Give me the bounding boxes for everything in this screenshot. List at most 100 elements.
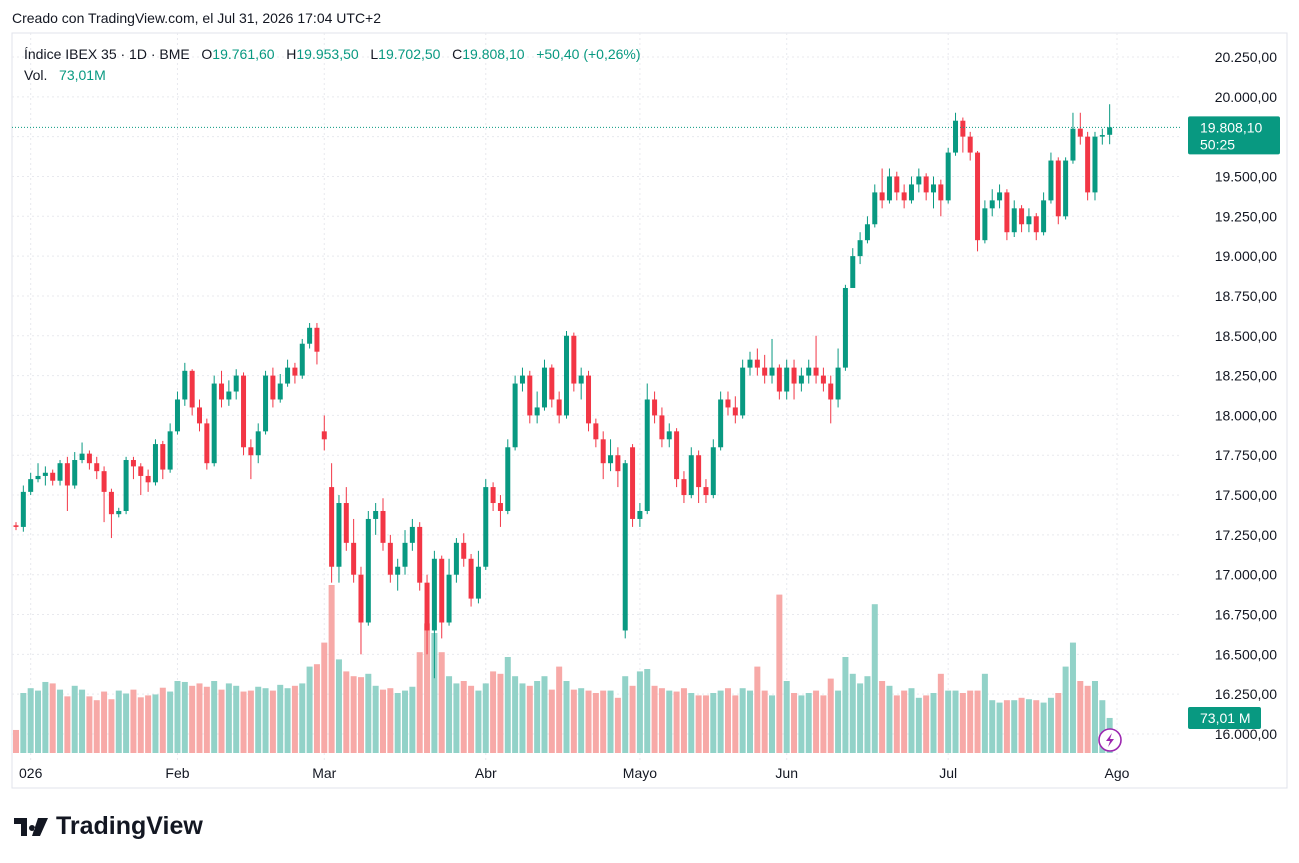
candle-body — [20, 491, 26, 527]
volume-bar — [974, 690, 981, 753]
volume-bar — [101, 691, 108, 753]
y-tick-label: 16.250,00 — [1215, 686, 1277, 702]
volume-bar — [1077, 681, 1084, 753]
y-tick-label: 16.000,00 — [1215, 726, 1277, 742]
volume-bar — [893, 695, 900, 753]
candle-body — [263, 375, 269, 432]
candle-body — [1063, 160, 1069, 217]
candle-body — [86, 453, 92, 464]
volume-bar — [842, 657, 849, 753]
volume-bar — [959, 693, 966, 753]
candle-body — [1041, 200, 1047, 233]
volume-bar — [680, 688, 687, 753]
candle-body — [365, 518, 371, 623]
candle-body — [1099, 135, 1105, 137]
volume-bar — [937, 673, 944, 753]
volume-bar — [805, 693, 812, 753]
candle-body — [534, 407, 540, 416]
volume-bar — [13, 729, 19, 753]
volume-bar — [688, 693, 695, 753]
volume-bar — [64, 696, 71, 753]
y-tick-label: 16.750,00 — [1215, 607, 1277, 623]
volume-bar — [864, 676, 871, 753]
volume-bar — [534, 681, 541, 753]
candle-body — [130, 460, 136, 467]
volume-bar — [600, 690, 607, 753]
volume-bar — [416, 652, 423, 753]
y-tick-label: 18.750,00 — [1215, 288, 1277, 304]
candle-body — [710, 447, 716, 496]
candle-body — [879, 192, 885, 201]
volume-bar — [475, 690, 482, 753]
candle-body — [886, 176, 892, 201]
volume-bar — [754, 666, 761, 753]
volume-bar — [203, 686, 210, 753]
x-tick-label: Mar — [312, 765, 336, 781]
candle-body — [527, 375, 533, 416]
last-price-label: 19.808,10 — [1200, 119, 1262, 135]
volume-bar — [284, 688, 291, 753]
volume-bar — [996, 702, 1003, 753]
candle-body — [57, 463, 63, 481]
volume-bar — [424, 623, 431, 753]
candle-body — [123, 460, 129, 511]
y-tick-label: 16.500,00 — [1215, 646, 1277, 662]
symbol[interactable]: Índice IBEX 35 · 1D · BME — [24, 46, 190, 62]
volume-bar — [915, 697, 922, 753]
volume-bar — [167, 691, 174, 753]
volume-bar — [783, 681, 790, 753]
volume-bar — [394, 693, 401, 753]
volume-bar — [871, 604, 878, 753]
candle-body — [270, 375, 276, 400]
candle-body — [644, 399, 650, 511]
volume-bar — [1025, 699, 1032, 753]
volume-bar — [820, 695, 827, 753]
logo[interactable]: TradingView — [14, 812, 203, 841]
candle-body — [417, 526, 423, 583]
volume-bar — [857, 683, 864, 753]
volume-bar — [306, 666, 313, 753]
volume-bar — [578, 688, 585, 753]
volume-bar — [710, 693, 717, 753]
volume-bar — [791, 693, 798, 753]
candle-body — [586, 375, 592, 424]
open: 19.761,60 — [212, 46, 275, 62]
volume-bar — [174, 681, 181, 753]
candle-body — [953, 120, 959, 153]
candle-body — [908, 184, 914, 201]
volume-bar — [86, 696, 93, 753]
volume-bar — [1047, 697, 1054, 753]
candle-body — [28, 479, 34, 492]
volume-bar — [145, 695, 152, 753]
volume-bar — [724, 688, 731, 753]
candle-body — [872, 192, 878, 225]
candle-body — [813, 367, 819, 376]
volume-bar — [196, 683, 203, 753]
candle-body — [916, 176, 922, 185]
volume-bar — [321, 642, 328, 753]
candle-body — [681, 479, 687, 496]
volume-bar — [1018, 697, 1025, 753]
volume-bar — [1069, 642, 1076, 753]
candle-body — [116, 510, 122, 515]
candle-body — [409, 526, 415, 543]
candle-body — [211, 383, 217, 464]
volume-bar — [482, 683, 489, 753]
volume-bar — [849, 673, 856, 753]
candle-body — [314, 327, 320, 352]
candle-body — [490, 487, 496, 504]
volume-bar — [49, 683, 56, 753]
volume-bar — [299, 683, 306, 753]
volume-bar — [291, 685, 298, 753]
volume-bar — [225, 683, 232, 753]
volume-bar — [622, 676, 629, 753]
close-key: C — [452, 46, 463, 62]
volume-bar — [468, 685, 475, 753]
candle-body — [740, 367, 746, 416]
volume-bar — [776, 594, 783, 753]
candle-body — [593, 423, 599, 440]
candle-body — [842, 287, 848, 368]
y-tick-label: 19.000,00 — [1215, 248, 1277, 264]
candle-body — [94, 463, 100, 472]
